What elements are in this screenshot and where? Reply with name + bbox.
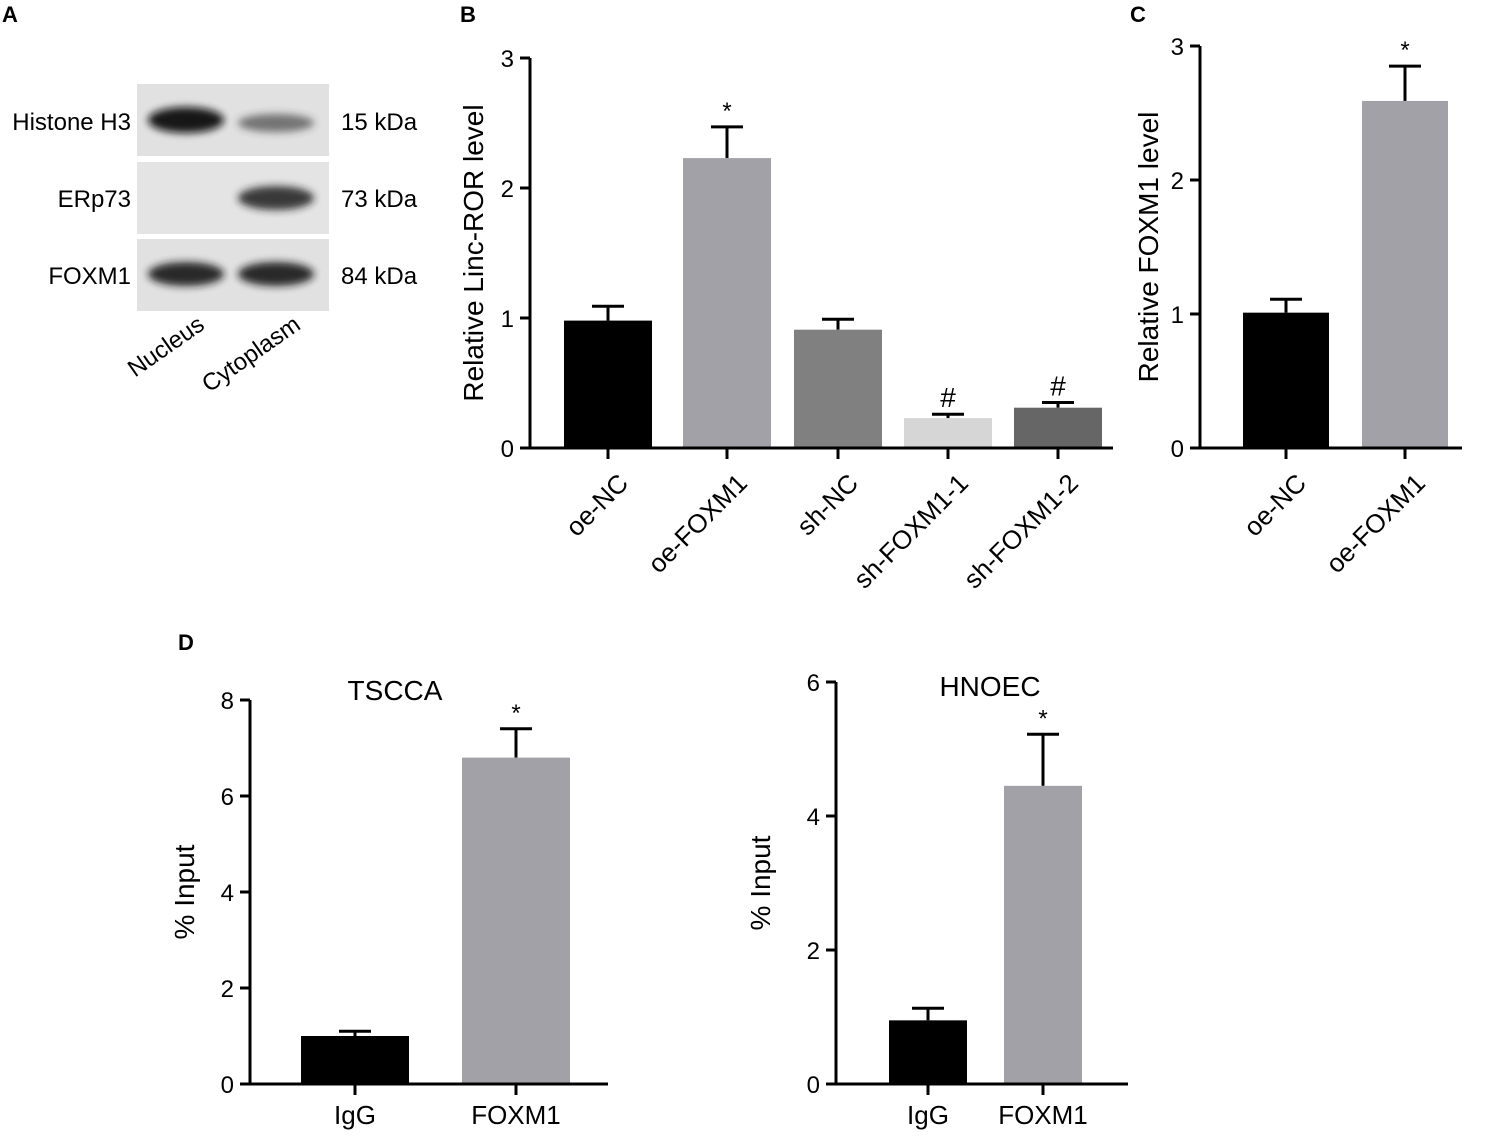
- chart-b-y-tick-label-0: 0: [501, 436, 514, 463]
- blot-band-histone-h3-cytoplasm: [238, 114, 314, 132]
- chart-b-y-tick-label-1: 1: [501, 306, 514, 333]
- blot-protein-label-histone-h3: Histone H3: [12, 109, 131, 136]
- chart-d1-x-label-igg: IgG: [334, 1100, 376, 1130]
- chart-b-significance-sh-foxm1-1: #: [940, 382, 956, 413]
- chart-c-significance-oe-foxm1: *: [1400, 37, 1409, 64]
- chart-d2-significance-foxm1: *: [1038, 705, 1047, 732]
- blot-size-label-84kda: 84 kDa: [341, 263, 418, 290]
- chart-d1-y-tick-label-6: 6: [221, 784, 234, 811]
- chart-d2-bar-foxm1: [1004, 785, 1082, 1084]
- chart-d1-bar-foxm1: [462, 757, 570, 1084]
- chart-c-foxm1: * 0 1 2 3 oe-NC oe-FOXM1 Relative FOXM1 level: [1133, 34, 1462, 579]
- chart-b-y-axis-label: Relative Linc-ROR level: [458, 104, 489, 401]
- panel-label-a: A: [2, 2, 18, 27]
- panel-label-b: B: [460, 2, 476, 27]
- chart-d1-y-tick-label-0: 0: [221, 1072, 234, 1099]
- chart-c-y-tick-label-0: 0: [1171, 436, 1184, 463]
- chart-d2-bar-igg: [889, 1020, 967, 1084]
- chart-b-bar-oe-nc: [564, 320, 652, 448]
- chart-d1-significance-foxm1: *: [511, 700, 520, 727]
- chart-c-x-label-oe-nc: oe-NC: [1238, 468, 1312, 542]
- chart-d2-y-tick-label-0: 0: [807, 1072, 820, 1099]
- chart-d1-bar-igg: [301, 1036, 409, 1084]
- chart-b-x-label-oe-foxm1: oe-FOXM1: [642, 468, 753, 579]
- chart-b-x-label-sh-foxm1-2: sh-FOXM1-2: [958, 468, 1084, 594]
- blot-band-histone-h3-nucleus: [148, 107, 224, 133]
- chart-b-y-tick-label-3: 3: [501, 46, 514, 73]
- blot-lane-label-cytoplasm: Cytoplasm: [197, 311, 305, 398]
- chart-d1-y-tick-label-2: 2: [221, 976, 234, 1003]
- chart-b-bar-sh-nc: [794, 329, 882, 448]
- chart-c-bar-oe-nc: [1243, 312, 1329, 448]
- chart-b-x-label-sh-nc: sh-NC: [791, 468, 864, 541]
- chart-d1-title: TSCCA: [348, 675, 443, 706]
- chart-b-y-tick-label-2: 2: [501, 176, 514, 203]
- chart-d2-y-tick-label-6: 6: [807, 670, 820, 697]
- chart-d2-y-axis-label: % Input: [745, 835, 776, 930]
- chart-d2-y-tick-label-4: 4: [807, 804, 820, 831]
- chart-d2-x-label-igg: IgG: [907, 1100, 949, 1130]
- chart-b-x-label-oe-nc: oe-NC: [560, 468, 634, 542]
- chart-d1-x-label-foxm1: FOXM1: [471, 1100, 561, 1130]
- blot-size-label-15kda: 15 kDa: [341, 109, 418, 136]
- chart-d1-y-tick-label-4: 4: [221, 880, 234, 907]
- blot-lane-label-nucleus: Nucleus: [123, 311, 210, 383]
- chart-b-x-label-sh-foxm1-1: sh-FOXM1-1: [848, 468, 974, 594]
- chart-d2-y-tick-label-2: 2: [807, 938, 820, 965]
- chart-b-significance-sh-foxm1-2: #: [1050, 371, 1066, 402]
- chart-c-y-tick-label-3: 3: [1171, 34, 1184, 61]
- chart-c-y-axis-label: Relative FOXM1 level: [1133, 112, 1164, 383]
- chart-d2-x-label-foxm1: FOXM1: [998, 1100, 1088, 1130]
- chart-b-linc-ror: * # #0 1 2 3 oe-NC oe-FOXM1 sh-NCsh-FOXM1-1sh-FO…: [458, 46, 1113, 594]
- blot-band-erp73-cytoplasm: [238, 186, 314, 210]
- chart-d1-y-tick-label-8: 8: [221, 688, 234, 715]
- chart-b-bar-sh-foxm1-2: [1014, 407, 1102, 448]
- chart-b-significance-oe-foxm1: *: [722, 98, 731, 125]
- chart-c-y-tick-label-2: 2: [1171, 168, 1184, 195]
- chart-d2-title: HNOEC: [939, 671, 1040, 702]
- chart-b-bar-oe-foxm1: [683, 158, 771, 448]
- chart-c-bar-oe-foxm1: [1362, 100, 1448, 448]
- panel-label-d: D: [178, 630, 194, 655]
- blot-protein-label-foxm1: FOXM1: [48, 263, 131, 290]
- blot-size-label-73kda: 73 kDa: [341, 186, 418, 213]
- chart-b-bar-sh-foxm1-1: [904, 418, 992, 448]
- panel-label-c: C: [1130, 2, 1146, 27]
- blot-protein-label-erp73: ERp73: [58, 186, 131, 213]
- chart-c-x-label-oe-foxm1: oe-FOXM1: [1320, 468, 1431, 579]
- blot-band-foxm1-nucleus: [148, 262, 224, 286]
- chart-d-tscca: * 0 2 4 6 8 IgG FOXM1 % Input TSCCA: [169, 675, 608, 1130]
- chart-c-y-tick-label-1: 1: [1171, 302, 1184, 329]
- chart-d-hnoec: * 0 2 4 6 IgG FOXM1 % Input HNOEC: [745, 670, 1128, 1130]
- chart-d1-y-axis-label: % Input: [169, 844, 200, 939]
- blot-band-foxm1-cytoplasm: [238, 262, 314, 286]
- western-blot: Histone H3 ERp73 FOXM1 15 kDa 73 kDa 84 …: [12, 84, 418, 398]
